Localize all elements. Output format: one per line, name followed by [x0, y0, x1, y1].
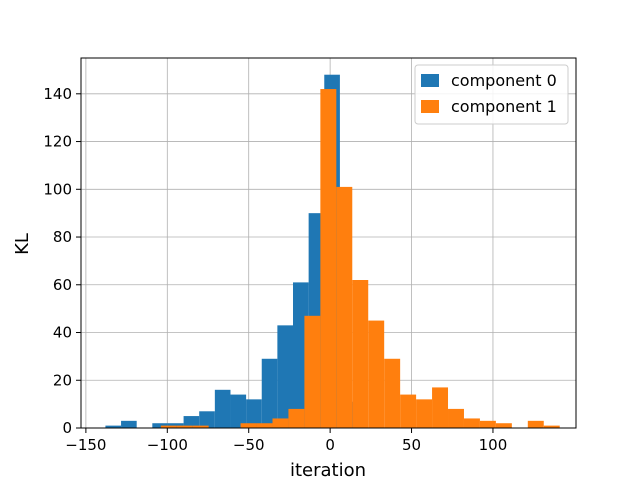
bar-series-1	[176, 425, 193, 428]
legend-box	[414, 64, 569, 125]
legend-label: component 1	[451, 97, 557, 116]
x-tick-label: −150	[65, 436, 106, 454]
bar-series-1	[463, 418, 480, 428]
x-tick-label: −100	[147, 436, 188, 454]
x-tick-label: −50	[233, 436, 265, 454]
bar-series-1	[320, 89, 337, 428]
bar-series-1	[448, 408, 464, 428]
bar-series-1	[304, 315, 321, 428]
bar-series-0	[277, 325, 294, 428]
legend: component 0 component 1	[414, 64, 569, 125]
y-tick-label: 100	[43, 180, 72, 198]
bar-series-1	[495, 423, 512, 428]
x-axis-label: iteration	[290, 460, 366, 480]
bar-series-1	[543, 425, 560, 428]
bar-series-1	[160, 425, 177, 428]
bar-series-0	[261, 358, 278, 428]
y-tick-label: 40	[53, 324, 72, 342]
bar-series-1	[400, 394, 417, 428]
bar-series-1	[336, 186, 353, 428]
bar-series-0	[246, 399, 262, 428]
plot-frame	[80, 57, 577, 429]
bar-series-0	[183, 416, 200, 428]
bar-series-1	[479, 420, 496, 428]
bar-series-1	[352, 280, 369, 428]
bar-series-1	[368, 320, 385, 428]
legend-swatch	[421, 74, 439, 87]
bar-series-1	[240, 423, 257, 428]
bar-series-0	[214, 389, 231, 428]
x-tick-label: 50	[402, 436, 421, 454]
bar-series-0	[152, 423, 168, 428]
bar-series-0	[199, 411, 215, 428]
y-tick-label: 60	[53, 276, 72, 294]
bar-series-1	[384, 358, 401, 428]
y-tick-label: 20	[53, 371, 72, 389]
y-tick-label: 140	[43, 85, 72, 103]
bar-series-1	[256, 423, 273, 428]
axes: −150 −100 −50 0 50 100 0 20 40 60 80 100 120 140	[43, 57, 577, 454]
bar-series-1	[527, 420, 544, 428]
bar-series-1	[432, 387, 449, 428]
bar-series-0	[230, 394, 247, 428]
x-tick-label: 0	[325, 436, 335, 454]
bar-series-0	[121, 420, 137, 428]
y-axis-label: KL	[12, 233, 33, 255]
bar-series-1	[272, 418, 289, 428]
histogram-bars	[105, 74, 560, 428]
y-tick-label: 0	[62, 419, 72, 437]
y-tick-label: 120	[43, 133, 72, 151]
bar-series-1	[288, 408, 305, 428]
x-tick-label: 100	[479, 436, 508, 454]
legend-swatch	[421, 100, 439, 113]
bar-series-1	[192, 425, 209, 428]
y-tick-label: 80	[53, 228, 72, 246]
legend-label: component 0	[451, 71, 557, 90]
bar-series-0	[105, 425, 122, 428]
bar-series-1	[416, 399, 433, 428]
